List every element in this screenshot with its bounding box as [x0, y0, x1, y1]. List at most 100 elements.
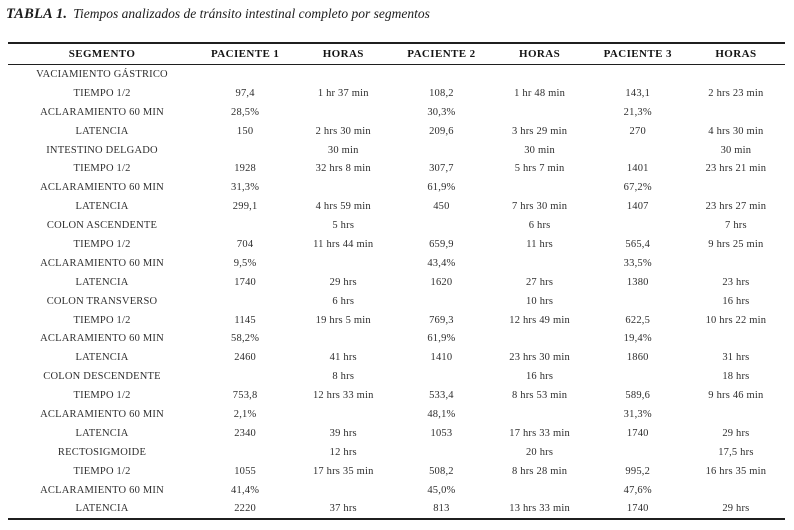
segment-cell: INTESTINO DELGADO	[46, 144, 158, 156]
segment-cell: TIEMPO 1/2	[73, 390, 131, 402]
segment-cell: TIEMPO 1/2	[73, 314, 131, 326]
value-cell: 30 min	[524, 144, 555, 156]
value-cell: 27 hrs	[525, 276, 554, 288]
segment-cell: ACLARAMIENTO 60 MIN	[40, 408, 164, 420]
value-cell	[196, 216, 294, 235]
value-cell	[392, 292, 490, 311]
value-cell	[687, 481, 785, 500]
value-cell: 30 min	[327, 144, 359, 156]
value-cell: 150	[236, 125, 254, 137]
value-cell: 5 hrs	[332, 220, 355, 232]
value-cell	[196, 65, 294, 84]
value-cell: 16 hrs	[722, 295, 750, 307]
value-cell: 589,6	[625, 390, 651, 402]
value-cell	[294, 481, 392, 500]
value-cell: 1410	[430, 352, 453, 364]
value-cell: 299,1	[232, 201, 258, 213]
value-cell: 28,5%	[231, 106, 260, 118]
table-row: COLON TRANSVERSO 6 hrs 10 hrs 16 hrs	[8, 292, 785, 311]
segment-cell: ACLARAMIENTO 60 MIN	[40, 484, 164, 496]
value-cell	[491, 103, 589, 122]
segment-cell: COLON ASCENDENTE	[46, 220, 158, 232]
table-row: VACIAMIENTO GÁSTRICO	[8, 65, 785, 84]
value-cell: 108,2	[429, 87, 454, 99]
value-cell: 17 hrs 35 min	[312, 465, 374, 477]
value-cell: 21,3%	[623, 106, 652, 118]
segment-cell: TIEMPO 1/2	[73, 163, 131, 175]
value-cell: 30 min	[720, 144, 752, 156]
value-cell: 97,4	[235, 87, 255, 99]
value-cell: 3 hrs 29 min	[511, 125, 568, 137]
value-cell: 8 hrs 28 min	[511, 465, 568, 477]
value-cell: 622,5	[625, 314, 651, 326]
table-row: LATENCIA 150 2 hrs 30 min 209,6 3 hrs 29 min…	[8, 122, 785, 141]
value-cell	[196, 292, 294, 311]
value-cell: 8 hrs	[332, 371, 355, 383]
value-cell	[392, 216, 490, 235]
value-cell	[589, 443, 687, 462]
value-cell: 307,7	[429, 163, 454, 175]
value-cell: 13 hrs 33 min	[509, 503, 570, 515]
value-cell	[491, 481, 589, 500]
value-cell	[491, 329, 589, 348]
value-cell: 12 hrs 49 min	[509, 314, 570, 326]
value-cell: 48,1%	[427, 408, 456, 420]
value-cell: 6 hrs	[332, 295, 355, 307]
segment-cell: LATENCIA	[75, 503, 129, 515]
value-cell: 47,6%	[623, 484, 652, 496]
value-cell	[687, 178, 785, 197]
value-cell: 2 hrs 30 min	[315, 125, 371, 137]
value-cell: 209,6	[429, 125, 454, 137]
value-cell: 1380	[626, 276, 649, 288]
value-cell	[589, 216, 687, 235]
value-cell: 9 hrs 46 min	[708, 390, 764, 402]
transit-times-table-wrap: SEGMENTO PACIENTE 1 HORAS PACIENTE 2 HOR…	[8, 42, 785, 521]
header-row: SEGMENTO PACIENTE 1 HORAS PACIENTE 2 HOR…	[8, 43, 785, 65]
table-row: ACLARAMIENTO 60 MIN 41,4% 45,0% 47,6%	[8, 481, 785, 500]
segment-cell: ACLARAMIENTO 60 MIN	[40, 106, 164, 118]
value-cell: 16 hrs 35 min	[705, 465, 767, 477]
value-cell: 270	[629, 125, 646, 137]
value-cell: 753,8	[232, 390, 258, 402]
value-cell: 1620	[430, 276, 453, 288]
table-title-label: TABLA 1.	[6, 6, 68, 22]
table-row: COLON ASCENDENTE 5 hrs 6 hrs 7 hrs	[8, 216, 785, 235]
table-row: TIEMPO 1/2 753,8 12 hrs 33 min 533,4 8 hrs 5…	[8, 386, 785, 405]
value-cell: 450	[433, 201, 450, 213]
table-title-text: Tiempos analizados de tránsito intestina…	[73, 6, 430, 21]
value-cell	[392, 443, 490, 462]
table-row: INTESTINO DELGADO 30 min 30 min 30 min	[8, 141, 785, 160]
value-cell: 143,1	[625, 87, 651, 99]
segment-cell: TIEMPO 1/2	[73, 87, 131, 99]
value-cell: 18 hrs	[722, 371, 750, 383]
value-cell: 30,3%	[427, 106, 456, 118]
value-cell	[294, 405, 392, 424]
value-cell: 1860	[626, 352, 649, 364]
value-cell: 12 hrs	[329, 446, 357, 458]
value-cell: 7 hrs 30 min	[511, 201, 568, 213]
value-cell	[392, 367, 490, 386]
value-cell	[196, 443, 294, 462]
table-row: LATENCIA 1740 29 hrs 1620 27 hrs 1380 23 hrs	[8, 273, 785, 292]
segment-cell: TIEMPO 1/2	[73, 238, 131, 250]
value-cell	[294, 103, 392, 122]
value-cell	[687, 329, 785, 348]
segment-cell: ACLARAMIENTO 60 MIN	[40, 182, 164, 194]
value-cell: 41,4%	[231, 484, 260, 496]
value-cell: 1 hr 48 min	[514, 87, 566, 99]
segment-cell: ACLARAMIENTO 60 MIN	[40, 333, 164, 345]
segment-cell: LATENCIA	[75, 276, 129, 288]
value-cell: 11 hrs	[526, 238, 553, 250]
value-cell: 20 hrs	[525, 446, 554, 458]
value-cell	[294, 254, 392, 273]
value-cell: 23 hrs 30 min	[509, 352, 570, 364]
value-cell: 17 hrs 33 min	[509, 427, 570, 439]
value-cell: 1145	[234, 314, 256, 326]
value-cell: 11 hrs 44 min	[313, 238, 374, 250]
value-cell	[196, 141, 294, 160]
value-cell	[196, 367, 294, 386]
segment-cell: RECTOSIGMOIDE	[57, 446, 147, 458]
value-cell	[687, 254, 785, 273]
value-cell: 7 hrs	[725, 220, 747, 232]
column-header-paciente-1: PACIENTE 1	[196, 43, 295, 65]
